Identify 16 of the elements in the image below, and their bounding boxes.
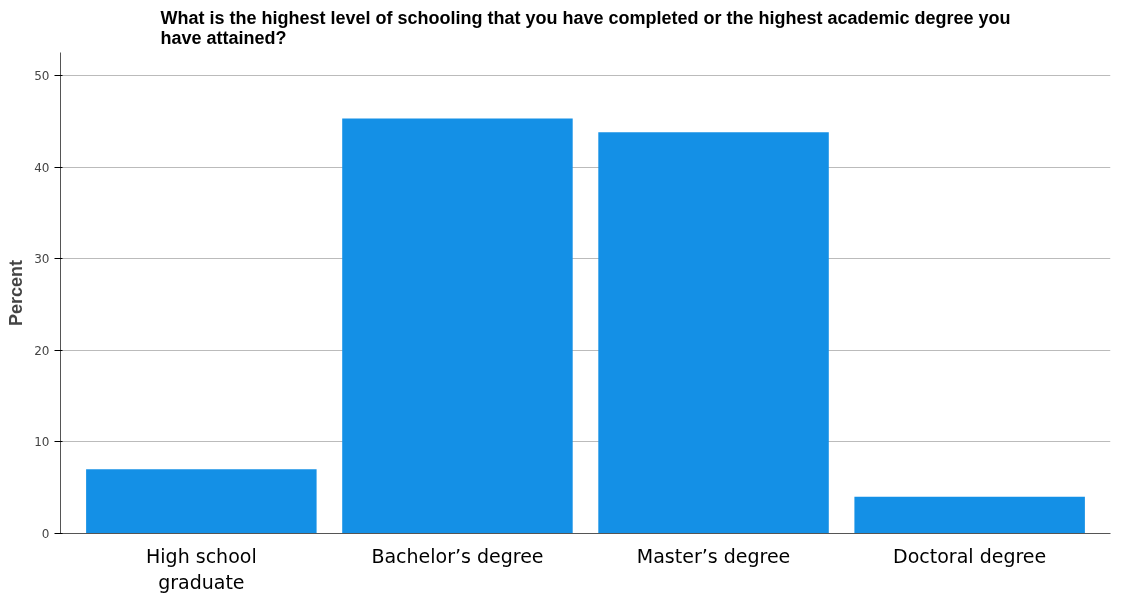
x-tick-label: High school graduate [146,544,257,593]
chart-title: What is the highest level of schooling that you have completed or the highest academic degree you have attained? [160,7,1011,48]
x-tick-label: Doctoral degree [893,544,1047,567]
y-tick-label: 10 [34,435,50,450]
y-tick-label: 30 [34,252,50,267]
y-axis-title: Percent [6,259,27,327]
bar [86,469,317,534]
bar [854,496,1085,534]
y-tick-label: 50 [34,68,50,83]
bar [598,132,829,534]
y-tick-label: 40 [34,160,50,175]
x-tick-label: Bachelor’s degree [371,544,544,567]
bar [342,118,573,534]
x-tick-label: Master’s degree [636,544,791,567]
y-tick-label: 20 [34,343,50,358]
y-tick-label: 0 [41,527,50,541]
